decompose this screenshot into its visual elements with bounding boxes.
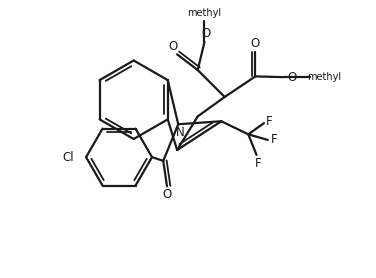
Text: O: O: [251, 37, 260, 50]
Text: F: F: [271, 133, 278, 147]
Text: N: N: [176, 126, 185, 139]
Text: F: F: [255, 157, 262, 170]
Text: O: O: [162, 188, 171, 201]
Text: Cl: Cl: [62, 151, 74, 164]
Text: O: O: [287, 71, 296, 84]
Text: methyl: methyl: [187, 8, 221, 18]
Text: O: O: [202, 27, 211, 40]
Text: methyl: methyl: [307, 72, 341, 82]
Text: F: F: [266, 115, 273, 128]
Text: O: O: [169, 39, 178, 53]
